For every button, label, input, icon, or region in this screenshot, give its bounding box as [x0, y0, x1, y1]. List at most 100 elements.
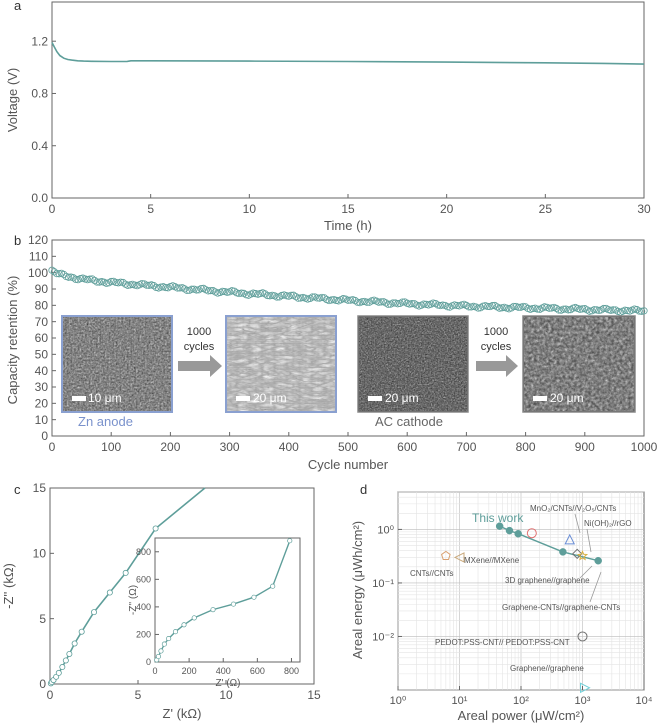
- panel-c-ytick-label: 5: [39, 612, 46, 626]
- panel-a-frame: [51, 1, 645, 199]
- panel-b-point: [498, 304, 506, 312]
- panel-b-point: [484, 302, 492, 311]
- panel-d-xtick-label: 10³: [575, 695, 591, 707]
- panel-b-point: [453, 301, 461, 310]
- panel-a-ytick-label: 0.0: [31, 191, 48, 205]
- ref-label-graphene-cnts: Graphene-CNTs//graphene-CNTs: [502, 603, 620, 612]
- panel-d-thiswork-point: [505, 526, 514, 535]
- panel-c-xtick-label: 15: [307, 688, 321, 702]
- panel-c-inset-point: [287, 538, 293, 544]
- panel-b-point: [162, 283, 170, 292]
- panel-b-point: [192, 286, 201, 294]
- panel-a-ytick-label: 1.2: [31, 34, 48, 48]
- panel-a-xtick-label: 20: [440, 202, 454, 216]
- arrow-2-label-line1: 1000: [484, 326, 508, 338]
- zn-anode-before-image: 10 μm: [61, 315, 173, 413]
- panel-a-ytick-label: 0.8: [31, 87, 48, 101]
- ref-marker-diamond: [571, 548, 583, 560]
- panel-b-point: [332, 296, 340, 305]
- arrow-1-label-line1: 1000: [187, 326, 211, 338]
- ref-label-pedot: PEDOT:PSS-CNT// PEDOT:PSS-CNT: [435, 638, 570, 647]
- panel-b-point: [540, 303, 549, 311]
- panel-c-frame: [49, 487, 315, 685]
- panel-c-inset-point: [166, 636, 172, 642]
- panel-b-point: [235, 289, 243, 298]
- panel-b-ytick-label: 90: [35, 282, 49, 296]
- panel-c-point: [62, 657, 69, 664]
- panel-a-xtick-label: 5: [147, 202, 154, 216]
- panel-b-point: [145, 281, 153, 289]
- panel-c-inset-xtick-label: 600: [250, 666, 265, 676]
- panel-c-inset-point: [270, 583, 276, 589]
- panel-c-xlabel: Z' (kΩ): [163, 706, 202, 721]
- panel-a-ylabel: Voltage (V): [5, 68, 20, 132]
- panel-c-point: [122, 569, 129, 576]
- panel-c-inset-ytick-label: 400: [136, 602, 151, 612]
- panel-b-point: [432, 299, 440, 308]
- panel-b-point: [495, 304, 504, 312]
- panel-b-point: [223, 288, 231, 296]
- panel-b-point: [308, 293, 317, 301]
- zn-anode-label: Zn anode: [78, 414, 133, 429]
- panel-c-inset-frame: [154, 537, 301, 663]
- panel-b-point: [124, 281, 132, 289]
- panel-b-points: [48, 266, 648, 316]
- panel-b-point: [93, 278, 101, 286]
- panel-b-ytick-label: 40: [35, 364, 49, 378]
- panel-b-point: [585, 307, 594, 315]
- panel-c-point: [59, 664, 66, 671]
- panel-b-point: [382, 299, 390, 307]
- panel-b-point: [204, 287, 212, 295]
- ref-label-3dgraphene: 3D graphene//graphene: [505, 576, 590, 585]
- ref-marker-triangle-up: [564, 533, 576, 545]
- scale-bar-label-1: 10 μm: [88, 391, 122, 405]
- panel-c-inset-point: [230, 601, 237, 607]
- panel-b-point: [183, 286, 191, 294]
- pointer-mno2: [574, 513, 581, 534]
- scale-bar-label-2: 20 μm: [253, 391, 287, 405]
- panel-c-ytick-label: 10: [33, 547, 47, 561]
- panel-b-xtick-label: 900: [575, 440, 595, 454]
- panel-b-point: [176, 284, 184, 292]
- panel-b-xtick-label: 400: [279, 440, 299, 454]
- panel-d-xlabel: Areal power (μW/cm²): [458, 708, 585, 723]
- panel-c-inset-ytick-label: 800: [136, 547, 151, 557]
- panel-c-point: [66, 650, 73, 657]
- ref-label-nioh2: Ni(OH)₂//rGO: [584, 519, 632, 528]
- panel-b-point: [218, 287, 227, 295]
- panel-c-point: [71, 640, 78, 647]
- panel-b-point: [69, 274, 77, 282]
- panel-c-point: [152, 525, 159, 532]
- panel-b-point: [91, 276, 99, 285]
- ref-label-mno2: MnO₂/CNTs//V₂O₅/CNTs: [530, 504, 616, 513]
- panel-d-xtick-label: 10¹: [452, 695, 468, 707]
- panel-b-point: [609, 306, 617, 314]
- panel-b-ytick-label: 10: [35, 413, 49, 427]
- ac-cathode-before-image: 20 μm: [357, 315, 469, 413]
- panel-c-inset-ytick-label: 200: [136, 630, 151, 640]
- pointer-3dgraphene: [579, 565, 593, 579]
- panel-b-point: [273, 293, 281, 301]
- panel-label-b: b: [14, 233, 21, 248]
- panel-b-point: [102, 279, 111, 287]
- panel-b-ytick-label: 50: [35, 348, 49, 362]
- panel-b-point: [564, 306, 572, 314]
- panel-a-ytick-label: 0.4: [31, 139, 48, 153]
- panel-b-xtick-label: 700: [456, 440, 476, 454]
- panel-b-xtick-label: 1000: [631, 440, 658, 454]
- panel-b-point: [50, 268, 58, 276]
- panel-label-a: a: [14, 0, 22, 13]
- panel-b-point: [465, 303, 473, 311]
- panel-b-point: [228, 287, 236, 295]
- panel-b-point: [150, 282, 158, 290]
- panel-a-xtick-label: 0: [49, 202, 56, 216]
- panel-b-point: [237, 289, 246, 297]
- ac-cathode-label: AC cathode: [375, 414, 443, 429]
- panel-b-point: [76, 275, 85, 283]
- panel-b-point: [566, 306, 575, 314]
- panel-d-ytick-label: 10⁻²: [372, 631, 394, 643]
- panel-d-thiswork-point: [495, 522, 504, 530]
- arrow-2-label-line2: cycles: [481, 341, 512, 353]
- panel-c-ytick-label: 15: [33, 481, 47, 495]
